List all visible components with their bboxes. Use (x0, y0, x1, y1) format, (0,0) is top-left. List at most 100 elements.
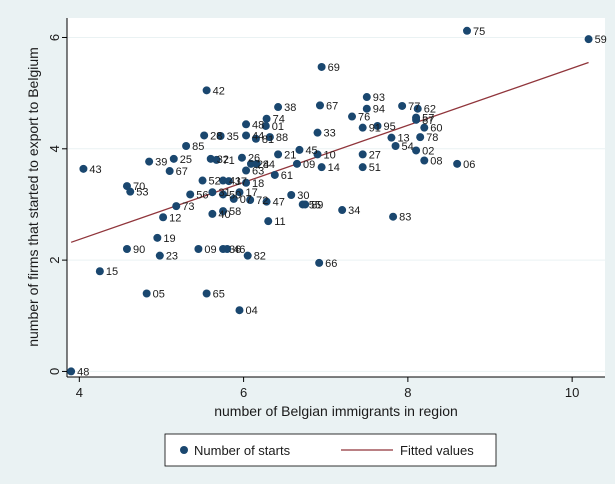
point-label-24: 88 (276, 132, 288, 144)
point-label-82: 05 (153, 289, 165, 301)
scatter-point-18 (420, 123, 429, 132)
scatter-point-65 (301, 200, 310, 209)
point-label-23: 81 (262, 134, 274, 146)
scatter-point-38 (237, 153, 246, 162)
point-label-63: 47 (273, 197, 285, 209)
plot-area (67, 18, 605, 377)
point-label-20: 28 (210, 130, 222, 142)
point-label-80: 66 (325, 258, 337, 270)
y-axis-ticks: 0 2 4 6 (47, 34, 67, 375)
scatter-point-74 (122, 244, 131, 253)
scatter-point-37 (212, 155, 221, 164)
x-tick-label-2: 8 (404, 385, 411, 400)
scatter-point-31 (274, 150, 283, 159)
point-label-59: 17 (245, 187, 257, 199)
scatter-point-12 (412, 115, 421, 124)
point-label-4: 93 (373, 92, 385, 104)
scatter-point-42 (252, 159, 261, 168)
point-label-22: 44 (252, 130, 264, 142)
point-label-13: 74 (273, 114, 285, 126)
point-label-53: 18 (252, 178, 264, 190)
scatter-point-33 (358, 150, 367, 159)
y-axis-title: number of firms that started to export t… (25, 47, 41, 347)
point-label-68: 58 (229, 206, 241, 218)
scatter-point-50 (198, 176, 207, 185)
scatter-point-71 (389, 212, 398, 221)
x-tick-label-3: 10 (565, 385, 579, 400)
point-label-46: 43 (89, 164, 101, 176)
scatter-point-32 (313, 150, 322, 159)
scatter-point-61 (229, 194, 238, 203)
point-label-10: 76 (358, 112, 370, 124)
scatter-point-46 (79, 164, 88, 173)
scatter-point-72 (264, 217, 273, 226)
point-label-18: 60 (430, 123, 442, 135)
point-label-36: 32 (217, 154, 229, 166)
y-tick-label-2: 4 (47, 145, 62, 152)
point-label-65: 89 (311, 199, 323, 211)
fitted-values-line (70, 61, 589, 243)
point-label-6: 67 (326, 100, 338, 112)
scatter-point-15 (261, 121, 270, 130)
scatter-point-29 (412, 146, 421, 155)
point-label-27: 85 (192, 141, 204, 153)
scatter-point-68 (219, 207, 228, 216)
point-label-26: 78 (426, 132, 438, 144)
point-label-52: 37 (235, 176, 247, 188)
scatter-point-47 (165, 167, 174, 176)
point-label-14: 48 (252, 119, 264, 131)
scatter-point-62 (246, 196, 255, 205)
point-label-35: 39 (155, 157, 167, 169)
point-label-37: 71 (222, 155, 234, 167)
point-label-41: 24 (257, 159, 269, 171)
point-label-60: 30 (297, 190, 309, 202)
scatter-point-23 (251, 134, 260, 143)
scatter-point-26 (416, 133, 425, 142)
scatter-point-22 (242, 131, 251, 140)
point-label-43: 09 (303, 159, 315, 171)
y-tick-label-1: 2 (47, 256, 62, 263)
point-label-84: 04 (245, 305, 257, 317)
point-label-0: 75 (473, 26, 485, 38)
point-label-77: 46 (233, 244, 245, 256)
scatter-point-56 (186, 190, 195, 199)
legend-marker-points (180, 446, 188, 454)
point-label-15: 01 (272, 121, 284, 133)
point-label-74: 90 (133, 244, 145, 256)
scatter-point-39 (420, 156, 429, 165)
point-label-61: 07 (240, 194, 252, 206)
point-label-2: 69 (328, 62, 340, 74)
y-tick-label-0: 0 (47, 368, 62, 375)
point-label-16: 95 (383, 121, 395, 133)
point-label-73: 19 (163, 233, 175, 245)
point-label-17: 91 (369, 123, 381, 135)
point-label-31: 21 (284, 149, 296, 161)
scatter-point-63 (262, 197, 271, 206)
scatter-point-58 (219, 190, 228, 199)
point-label-58: 50 (229, 189, 241, 201)
point-label-83: 65 (213, 289, 225, 301)
point-label-25: 13 (397, 133, 409, 145)
points-layer (67, 26, 593, 376)
scatter-point-21 (216, 131, 225, 140)
scatter-point-0 (463, 26, 472, 35)
scatter-point-73 (153, 233, 162, 242)
scatter-point-59 (235, 188, 244, 197)
scatter-point-51 (219, 176, 228, 185)
scatter-point-48 (242, 166, 251, 175)
point-label-7: 94 (373, 104, 385, 116)
scatter-point-45 (358, 163, 367, 172)
scatter-point-82 (142, 289, 151, 298)
scatter-point-20 (200, 131, 209, 140)
scatter-point-69 (208, 209, 217, 218)
scatter-point-83 (202, 289, 211, 298)
scatter-point-27 (182, 142, 191, 151)
point-label-54: 70 (133, 181, 145, 193)
point-label-11: 57 (422, 113, 434, 125)
point-label-85: 48 (77, 366, 89, 378)
point-label-5: 38 (284, 102, 296, 114)
point-label-69: 40 (218, 209, 230, 221)
point-label-32: 10 (324, 149, 336, 161)
point-label-33: 27 (369, 149, 381, 161)
